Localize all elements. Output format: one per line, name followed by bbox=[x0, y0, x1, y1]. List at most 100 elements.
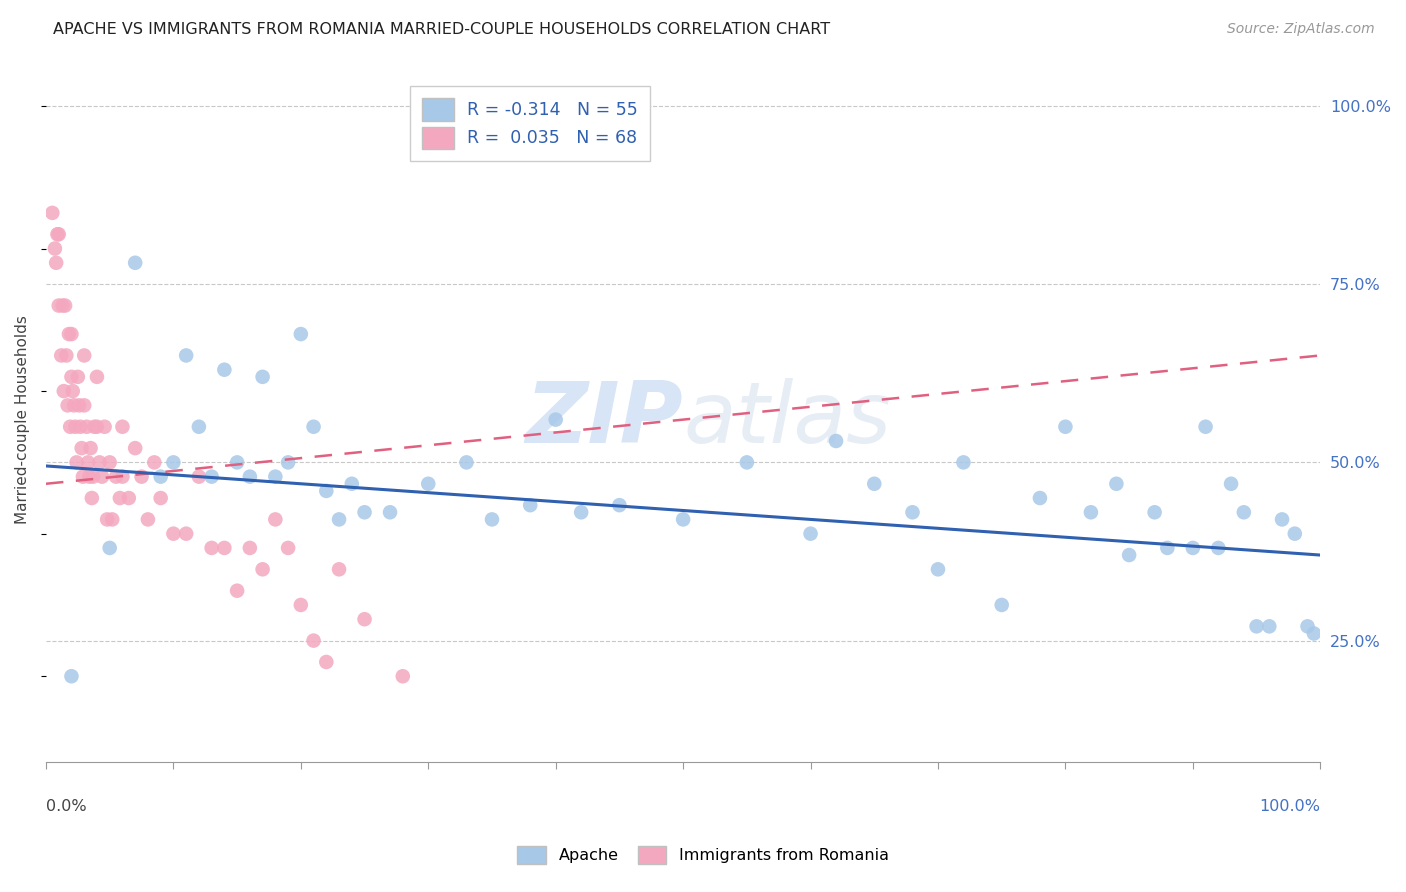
Point bbox=[98, 541, 121, 555]
Point bbox=[56, 398, 79, 412]
Point bbox=[55, 348, 77, 362]
Point bbox=[353, 505, 375, 519]
Point bbox=[239, 469, 262, 483]
Point bbox=[136, 512, 159, 526]
Point bbox=[77, 455, 100, 469]
Point bbox=[1258, 619, 1281, 633]
Point bbox=[131, 469, 153, 483]
Point bbox=[82, 469, 104, 483]
Point bbox=[239, 541, 262, 555]
Legend: Apache, Immigrants from Romania: Apache, Immigrants from Romania bbox=[510, 839, 896, 871]
Point bbox=[93, 419, 115, 434]
Point bbox=[1271, 512, 1294, 526]
Point bbox=[174, 526, 197, 541]
Point bbox=[69, 419, 91, 434]
Point bbox=[174, 348, 197, 362]
Point bbox=[149, 469, 172, 483]
Point bbox=[89, 455, 111, 469]
Point bbox=[48, 299, 70, 313]
Point bbox=[418, 476, 440, 491]
Point bbox=[111, 419, 134, 434]
Point bbox=[53, 299, 76, 313]
Point bbox=[901, 505, 924, 519]
Point bbox=[252, 369, 274, 384]
Point bbox=[67, 398, 90, 412]
Text: 100.0%: 100.0% bbox=[1260, 799, 1320, 814]
Point bbox=[187, 469, 209, 483]
Point bbox=[62, 384, 84, 398]
Point bbox=[1143, 505, 1166, 519]
Point bbox=[70, 441, 93, 455]
Point bbox=[118, 491, 141, 505]
Point bbox=[1105, 476, 1128, 491]
Point bbox=[214, 541, 236, 555]
Point bbox=[456, 455, 478, 469]
Text: atlas: atlas bbox=[683, 378, 891, 461]
Point bbox=[73, 398, 96, 412]
Point bbox=[149, 491, 172, 505]
Point bbox=[340, 476, 363, 491]
Point bbox=[187, 419, 209, 434]
Point bbox=[609, 498, 631, 512]
Point bbox=[83, 419, 105, 434]
Point bbox=[51, 348, 73, 362]
Point bbox=[214, 362, 236, 376]
Point bbox=[51, 299, 73, 313]
Point bbox=[277, 541, 299, 555]
Point bbox=[1054, 419, 1077, 434]
Legend: R = -0.314   N = 55, R =  0.035   N = 68: R = -0.314 N = 55, R = 0.035 N = 68 bbox=[411, 87, 651, 161]
Point bbox=[60, 669, 83, 683]
Text: 0.0%: 0.0% bbox=[46, 799, 87, 814]
Point bbox=[226, 455, 249, 469]
Point bbox=[353, 612, 375, 626]
Point bbox=[519, 498, 541, 512]
Point bbox=[378, 505, 401, 519]
Point bbox=[58, 327, 80, 342]
Point bbox=[73, 348, 96, 362]
Point bbox=[65, 419, 87, 434]
Point bbox=[162, 526, 184, 541]
Point bbox=[952, 455, 974, 469]
Point bbox=[544, 412, 567, 426]
Point bbox=[86, 419, 108, 434]
Point bbox=[124, 441, 146, 455]
Point bbox=[48, 227, 70, 242]
Point bbox=[1296, 619, 1319, 633]
Point bbox=[1302, 626, 1324, 640]
Point bbox=[76, 419, 98, 434]
Point bbox=[91, 469, 114, 483]
Point bbox=[1194, 419, 1216, 434]
Text: ZIP: ZIP bbox=[526, 378, 683, 461]
Point bbox=[66, 369, 89, 384]
Point bbox=[44, 242, 66, 256]
Point bbox=[1220, 476, 1243, 491]
Point bbox=[1181, 541, 1204, 555]
Point bbox=[302, 633, 325, 648]
Point bbox=[1284, 526, 1306, 541]
Point bbox=[65, 455, 87, 469]
Point bbox=[799, 526, 821, 541]
Point bbox=[990, 598, 1012, 612]
Point bbox=[290, 598, 312, 612]
Point bbox=[315, 655, 337, 669]
Point bbox=[46, 227, 69, 242]
Point bbox=[290, 327, 312, 342]
Point bbox=[672, 512, 695, 526]
Point bbox=[63, 398, 86, 412]
Point bbox=[59, 419, 82, 434]
Point bbox=[162, 455, 184, 469]
Point bbox=[86, 369, 108, 384]
Point bbox=[481, 512, 503, 526]
Point bbox=[143, 455, 166, 469]
Point bbox=[60, 369, 83, 384]
Y-axis label: Married-couple Households: Married-couple Households bbox=[15, 315, 30, 524]
Point bbox=[252, 562, 274, 576]
Point bbox=[111, 469, 134, 483]
Point bbox=[1156, 541, 1178, 555]
Point bbox=[1233, 505, 1256, 519]
Point bbox=[863, 476, 886, 491]
Point bbox=[72, 469, 94, 483]
Point bbox=[79, 441, 101, 455]
Point bbox=[569, 505, 592, 519]
Point bbox=[96, 512, 118, 526]
